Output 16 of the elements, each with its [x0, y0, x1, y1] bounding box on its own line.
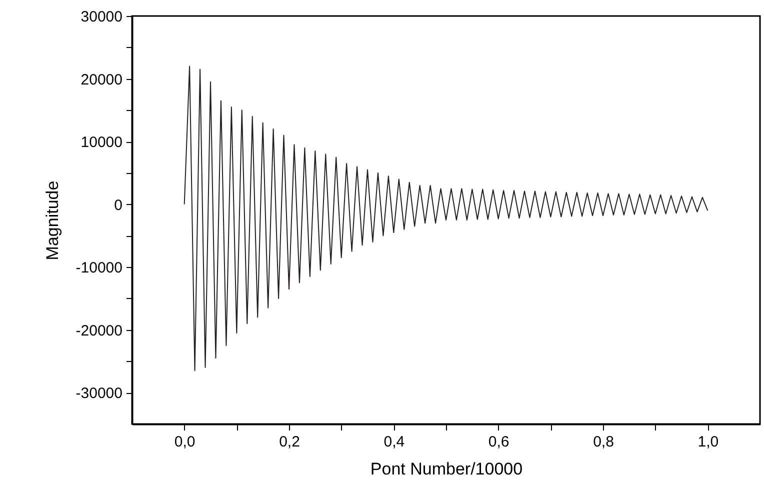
y-tick-label: -30000: [76, 385, 122, 402]
x-tick-label: 1,0: [698, 434, 719, 450]
y-tick-label: -10000: [76, 260, 122, 277]
y-tick-label: 20000: [80, 71, 122, 88]
y-axis-title: Magnitude: [42, 180, 62, 260]
x-tick-label: 0,0: [174, 434, 196, 450]
x-axis-title: Pont Number/10000: [370, 460, 523, 478]
y-tick-label: -20000: [76, 322, 122, 340]
x-tick-label: 0,8: [593, 434, 614, 450]
y-tick-label: 30000: [80, 8, 122, 26]
x-tick-label: 0,2: [279, 434, 300, 450]
line-series: [184, 66, 708, 372]
y-tick-label: 0: [114, 196, 122, 214]
x-tick-label: 0,4: [384, 434, 405, 450]
y-tick-label: 10000: [80, 134, 122, 152]
x-tick-label: 0,6: [488, 434, 510, 450]
